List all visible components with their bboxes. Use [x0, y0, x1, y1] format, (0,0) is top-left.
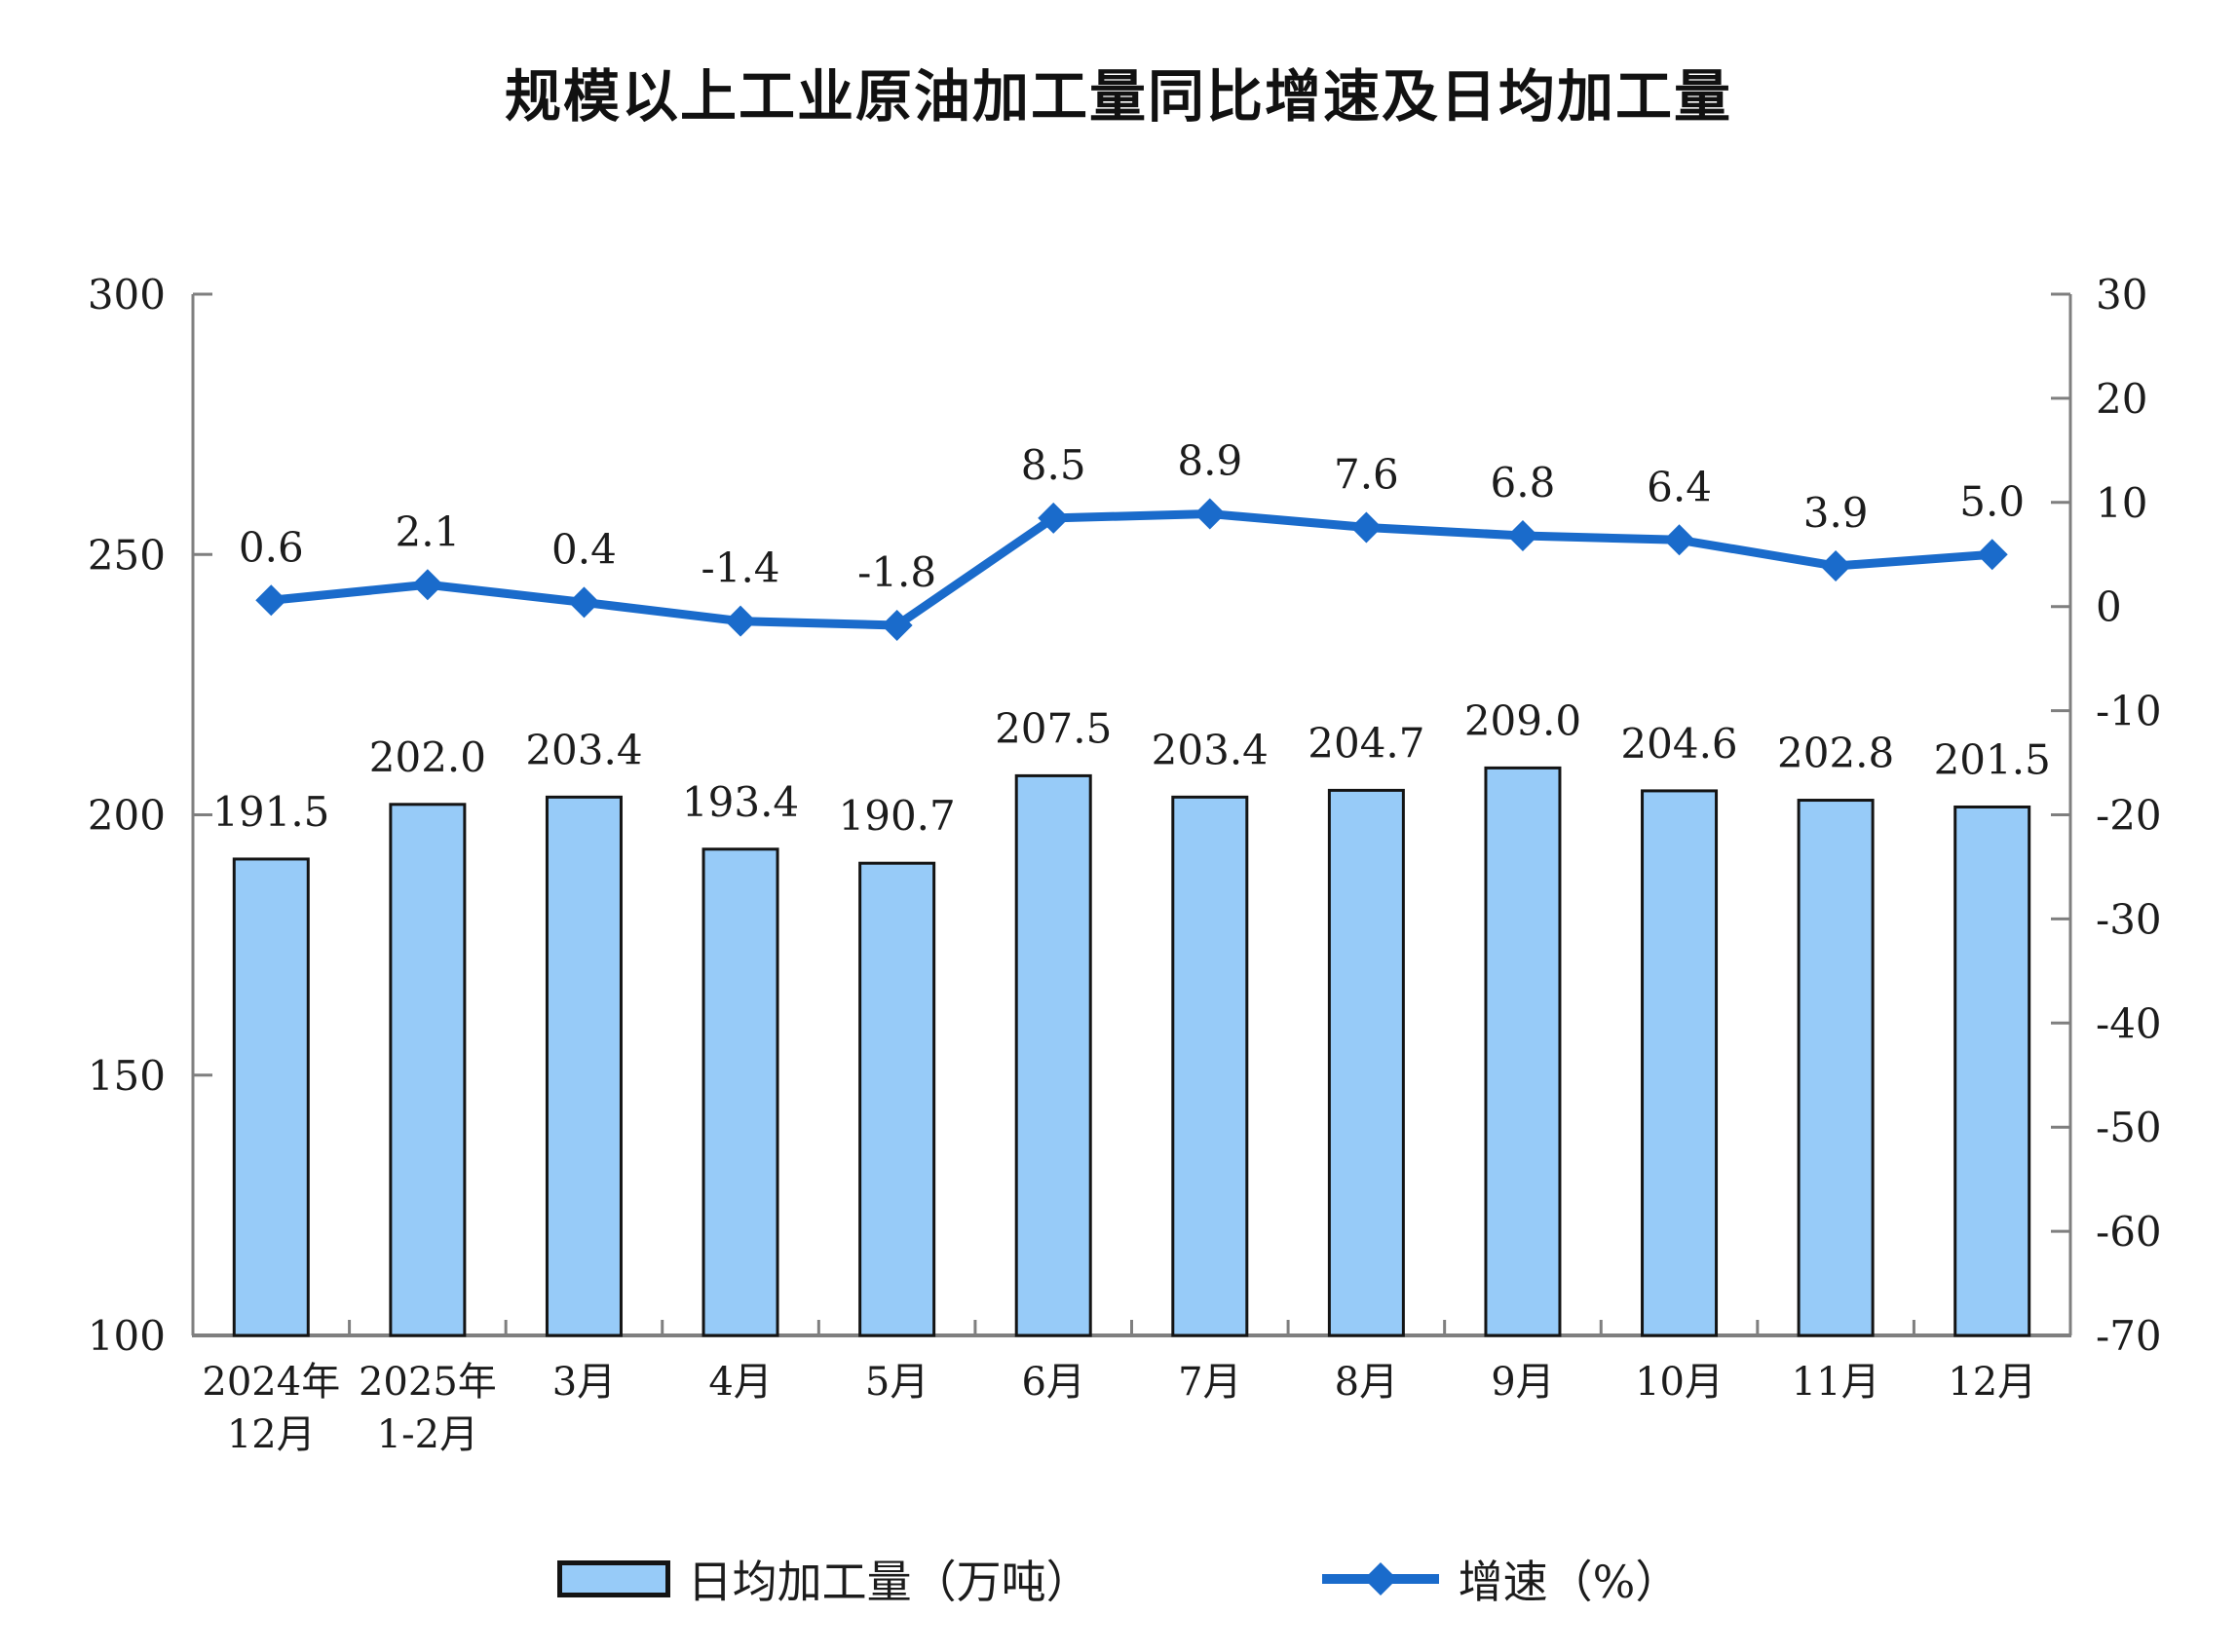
line-marker — [725, 605, 757, 637]
y-axis-right-tick-label: 30 — [2096, 271, 2147, 319]
line-series-marker-icon — [1321, 1562, 1439, 1596]
bar — [1641, 789, 1719, 1337]
bar-value-label: 190.7 — [839, 792, 956, 840]
x-axis-category-label: 2024年 — [202, 1360, 340, 1405]
bar-value-label: 191.5 — [212, 788, 329, 836]
line-value-label: 6.8 — [1491, 459, 1556, 507]
x-axis-category-label: 3月 — [552, 1360, 616, 1405]
line-marker — [1194, 498, 1226, 530]
line-marker — [1820, 550, 1852, 582]
line-value-label: 3.9 — [1803, 489, 1869, 537]
x-axis-category-label: 2025年 — [359, 1360, 497, 1405]
legend-item-line-series: 增速（%） — [1320, 1547, 1681, 1611]
y-axis-right-tick-label: -60 — [2096, 1208, 2162, 1256]
bar — [1171, 795, 1249, 1337]
line-value-label: 0.4 — [551, 525, 617, 573]
bar — [232, 857, 310, 1337]
bar-value-label: 203.4 — [1152, 726, 1269, 773]
bar — [701, 847, 779, 1337]
line-marker — [1506, 520, 1538, 552]
bar-series-label: 日均加工量（万吨） — [687, 1556, 1091, 1608]
bar — [545, 795, 623, 1337]
line-value-label: 7.6 — [1334, 450, 1399, 498]
y-axis-left-tick-label: 200 — [88, 792, 166, 840]
chart-legend: 日均加工量（万吨） 增速（%） — [0, 1547, 2237, 1611]
x-axis-category-label: 8月 — [1335, 1360, 1398, 1405]
line-marker — [1663, 524, 1695, 556]
bar-value-label: 204.6 — [1620, 720, 1737, 768]
x-axis-category-label: 10月 — [1635, 1360, 1724, 1405]
bar — [389, 803, 467, 1337]
line-marker — [1038, 502, 1070, 534]
line-marker — [411, 569, 443, 601]
chart-canvas: 3002502001501003020100-10-20-30-40-50-60… — [88, 271, 2162, 1457]
bar — [1014, 773, 1092, 1337]
bar-value-label: 209.0 — [1464, 696, 1581, 744]
line-series-label: 增速（%） — [1458, 1556, 1681, 1608]
chart-title: 规模以上工业原油加工量同比增速及日均加工量 — [504, 65, 1732, 129]
line-value-label: 8.9 — [1177, 437, 1242, 485]
y-axis-right-tick-label: -30 — [2096, 895, 2162, 943]
line-value-label: 0.6 — [239, 523, 304, 571]
y-axis-left-tick-label: 300 — [88, 271, 166, 319]
bar-value-label: 203.4 — [525, 726, 642, 773]
line-marker — [1350, 511, 1383, 544]
line-marker — [568, 586, 600, 619]
growth-line — [266, 509, 1997, 630]
x-axis-category-label: 11月 — [1792, 1360, 1880, 1405]
bar — [1484, 766, 1562, 1337]
y-axis-right-tick-label: -50 — [2096, 1104, 2162, 1151]
y-axis-left-tick-label: 250 — [88, 531, 166, 579]
bar-value-label: 204.7 — [1308, 719, 1424, 767]
y-axis-left-tick-label: 150 — [88, 1052, 166, 1100]
x-axis-category-label: 6月 — [1021, 1360, 1084, 1405]
bar — [1953, 805, 2031, 1337]
line-value-label: 8.5 — [1021, 441, 1086, 489]
bar-value-label: 202.8 — [1777, 730, 1894, 777]
bar-value-label: 202.0 — [369, 733, 486, 781]
line-marker — [255, 584, 287, 617]
x-axis-category-label: 7月 — [1178, 1360, 1241, 1405]
line-marker — [1976, 539, 2008, 571]
bar-value-label: 207.5 — [995, 704, 1112, 752]
line-value-label: -1.4 — [701, 544, 780, 592]
bar-value-label: 201.5 — [1934, 735, 2051, 783]
x-axis-category-label: 5月 — [865, 1360, 929, 1405]
bar-series-swatch-icon — [556, 1560, 670, 1597]
line-value-label: 5.0 — [1959, 477, 2025, 525]
line-value-label: -1.8 — [857, 548, 936, 596]
x-axis-category-label: 1-2月 — [377, 1412, 478, 1457]
y-axis-right-tick-label: 10 — [2096, 479, 2147, 527]
y-axis-right-tick-label: -20 — [2096, 792, 2162, 840]
y-axis-left-tick-label: 100 — [88, 1312, 166, 1360]
line-value-label: 6.4 — [1647, 463, 1712, 510]
bar — [1327, 788, 1405, 1337]
y-axis-right-tick-label: -10 — [2096, 688, 2162, 735]
x-axis-category-label: 9月 — [1491, 1360, 1554, 1405]
x-axis-category-label: 12月 — [1948, 1360, 2036, 1405]
line-marker — [881, 609, 913, 641]
bar-value-label: 193.4 — [682, 778, 799, 826]
bar — [1797, 799, 1875, 1337]
y-axis-right-tick-label: 20 — [2096, 375, 2147, 423]
y-axis-right-tick-label: -70 — [2096, 1312, 2162, 1360]
y-axis-right-tick-label: -40 — [2096, 999, 2162, 1047]
bar — [858, 861, 936, 1337]
x-axis-category-label: 12月 — [227, 1412, 316, 1457]
y-axis-right-tick-label: 0 — [2096, 583, 2122, 631]
x-axis-category-label: 4月 — [708, 1360, 772, 1405]
legend-item-bar-series: 日均加工量（万吨） — [556, 1547, 1091, 1611]
line-value-label: 2.1 — [395, 507, 460, 555]
